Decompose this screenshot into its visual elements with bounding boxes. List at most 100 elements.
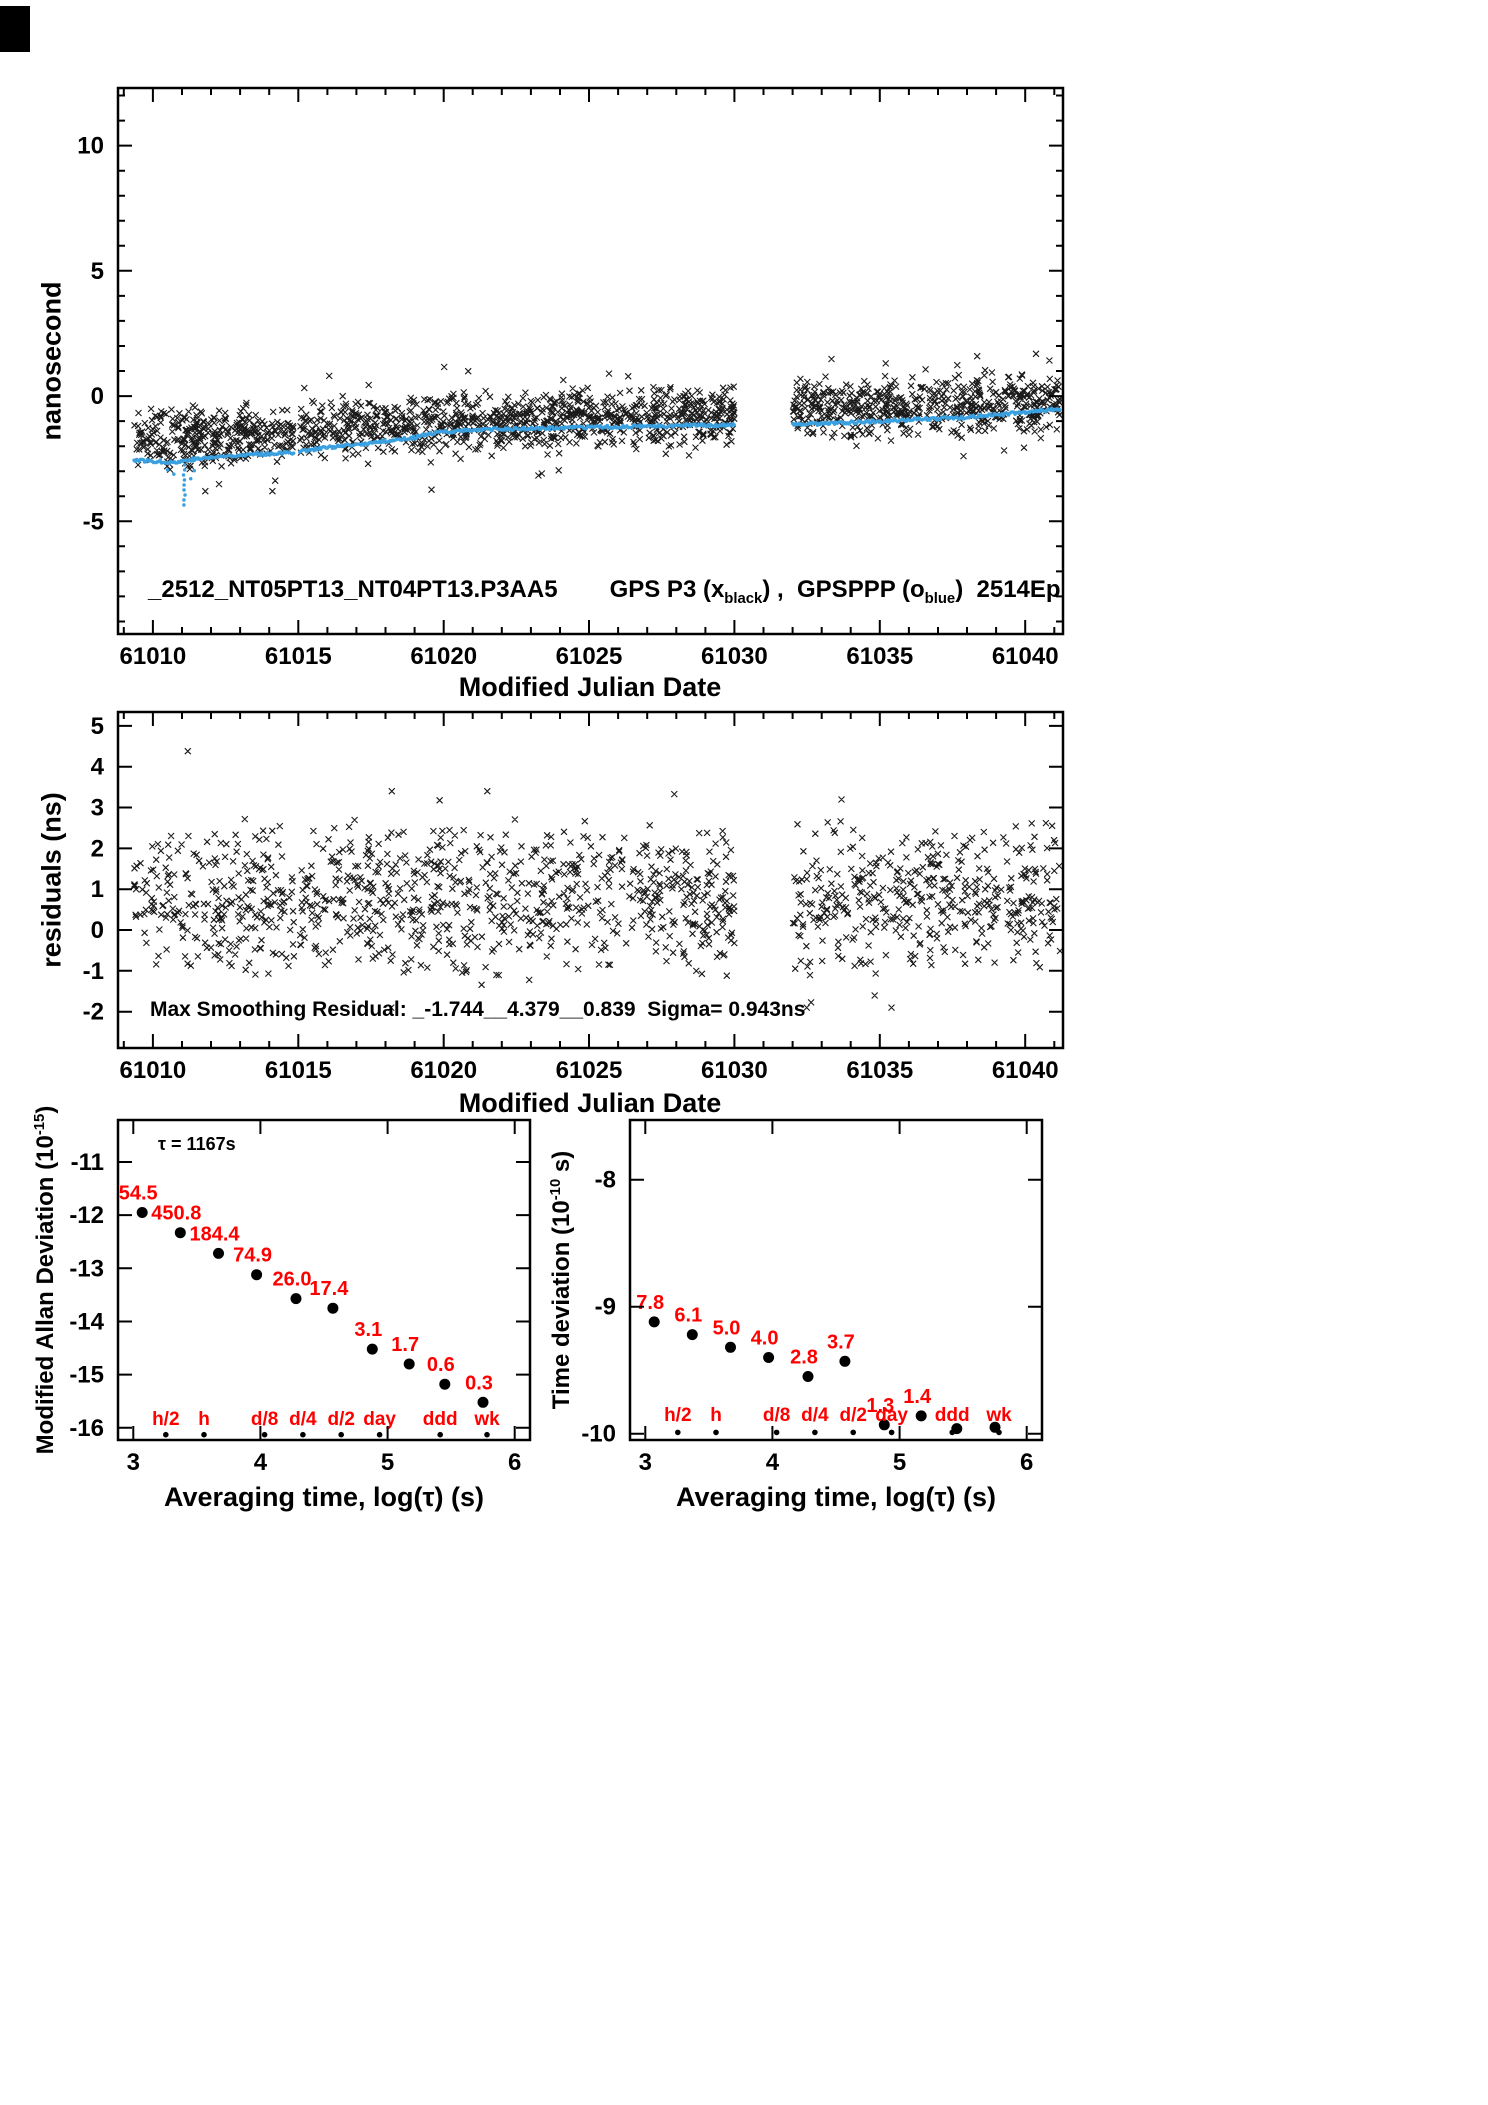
unit-mark <box>376 1431 383 1438</box>
data-point <box>366 1343 378 1355</box>
x-tick-label: 61025 <box>556 643 623 670</box>
y-tick-label: 4 <box>91 754 105 781</box>
unit-label: h <box>198 1409 210 1430</box>
value-label: 17.4 <box>309 1278 349 1300</box>
unit-mark <box>675 1429 681 1436</box>
value-label: 5.0 <box>713 1317 741 1339</box>
unit-label: day <box>363 1409 396 1430</box>
value-label: 6.1 <box>674 1305 702 1327</box>
x-tick-label: 3 <box>127 1449 140 1476</box>
value-label: 4.0 <box>751 1328 779 1350</box>
x-tick-label: 5 <box>893 1449 906 1476</box>
unit-mark <box>338 1431 345 1438</box>
data-point <box>213 1247 224 1259</box>
x-tick-label: 3 <box>639 1449 652 1476</box>
data-point <box>290 1293 302 1305</box>
x-tick-label: 61040 <box>992 1057 1059 1084</box>
data-point <box>802 1371 814 1382</box>
unit-mark <box>261 1431 268 1438</box>
data-point <box>439 1378 451 1390</box>
y-tick-label: -5 <box>83 508 104 535</box>
unit-mark <box>300 1431 306 1438</box>
y-tick-label: -1 <box>83 958 104 985</box>
value-label: 3.1 <box>354 1319 382 1341</box>
x-tick-label: 61020 <box>410 643 477 670</box>
residuals-xlabel: Modified Julian Date <box>458 1088 722 1118</box>
unit-mark <box>996 1429 1002 1436</box>
unit-label: ddd <box>423 1409 458 1430</box>
y-tick-label: 3 <box>91 795 104 822</box>
unit-label: h/2 <box>664 1405 691 1426</box>
y-tick-label: 0 <box>91 383 104 410</box>
residuals-chart: 61010 61015 61020 61025 61030 61035 61040 -2 -1 0… <box>83 710 1065 1084</box>
value-label: 1.3 <box>866 1395 894 1417</box>
unit-label: h/2 <box>152 1409 179 1430</box>
value-label: 3.7 <box>827 1331 855 1353</box>
x-tick-label: 61035 <box>846 643 913 670</box>
tdev-chart: 7.8 6.1 5.0 4.0 2.8 3.7 1.3 1.4 h/2 h d/8 d/4 d/2 day… <box>581 1118 1044 1476</box>
value-label: 74.9 <box>233 1245 272 1267</box>
x-tick-label: 61035 <box>846 1057 913 1084</box>
unit-mark <box>888 1429 895 1436</box>
top-chart-title: _2512_NT05PT13_NT04PT13.P3AA5 GPS P3 (xbl… <box>148 576 1061 607</box>
y-tick-label: 0 <box>91 917 104 944</box>
value-label: 0.3 <box>465 1372 493 1394</box>
unit-mark <box>163 1431 169 1438</box>
data-point <box>915 1410 927 1422</box>
unit-mark <box>713 1429 719 1436</box>
data-point <box>403 1358 415 1370</box>
y-tick-label: -13 <box>69 1255 104 1282</box>
unit-label: d/4 <box>801 1405 829 1426</box>
smoothed-line-dots <box>132 406 1062 507</box>
data-point <box>136 1207 148 1218</box>
unit-label: d/8 <box>251 1409 278 1430</box>
data-point <box>251 1269 263 1281</box>
data-point <box>174 1227 186 1239</box>
x-tick-label: 61015 <box>265 643 332 670</box>
unit-label: d/2 <box>327 1409 354 1430</box>
data-point <box>327 1302 339 1314</box>
x-tick-label: 4 <box>254 1449 268 1476</box>
value-label: 1.7 <box>391 1334 419 1356</box>
x-tick-label: 6 <box>508 1449 521 1476</box>
x-tick-label: 61010 <box>120 643 187 670</box>
value-label: 2.8 <box>790 1347 818 1369</box>
y-tick-label: -10 <box>581 1421 616 1448</box>
value-label: 26.0 <box>273 1269 312 1291</box>
data-point <box>839 1355 851 1367</box>
unit-label: d/4 <box>289 1409 317 1430</box>
data-point <box>686 1329 698 1341</box>
y-tick-label: -11 <box>71 1149 104 1176</box>
y-tick-label: 5 <box>91 713 104 740</box>
unit-label: d/2 <box>839 1405 866 1426</box>
x-tick-label: 61025 <box>556 1057 623 1084</box>
y-tick-label: -9 <box>595 1294 616 1321</box>
x-tick-label: 61040 <box>992 643 1059 670</box>
value-label: 450.8 <box>151 1203 201 1225</box>
residuals-annotation: Max Smoothing Residual: _-1.744__4.379__… <box>150 998 806 1021</box>
y-tick-label: -12 <box>69 1202 104 1229</box>
data-point <box>878 1419 890 1431</box>
y-tick-label: 10 <box>77 133 104 160</box>
unit-label: day <box>875 1405 908 1426</box>
y-tick-label: -16 <box>69 1415 104 1442</box>
value-label: 54.5 <box>119 1183 158 1205</box>
y-tick-label: -14 <box>69 1309 104 1336</box>
corner-mark <box>0 6 30 52</box>
data-point <box>725 1341 736 1353</box>
top-chart: 61010 61015 61020 61025 61030 61035 61040 -5 0 5 1… <box>77 86 1065 670</box>
x-tick-label: 61015 <box>265 1057 332 1084</box>
unit-mark <box>773 1429 780 1436</box>
unit-mark <box>850 1429 856 1436</box>
tdev-ylabel: Time deviation (10-10 s) <box>548 1150 575 1410</box>
unit-label: d/8 <box>763 1405 790 1426</box>
legend-text: GPS P3 (xblack) , GPSPPP (oblue) 2514Ep <box>609 576 1061 607</box>
value-label: 0.6 <box>427 1354 455 1376</box>
top-chart-xlabel: Modified Julian Date <box>458 672 722 702</box>
x-tick-label: 4 <box>766 1449 780 1476</box>
x-tick-label: 61020 <box>410 1057 477 1084</box>
y-tick-label: 5 <box>91 258 104 285</box>
